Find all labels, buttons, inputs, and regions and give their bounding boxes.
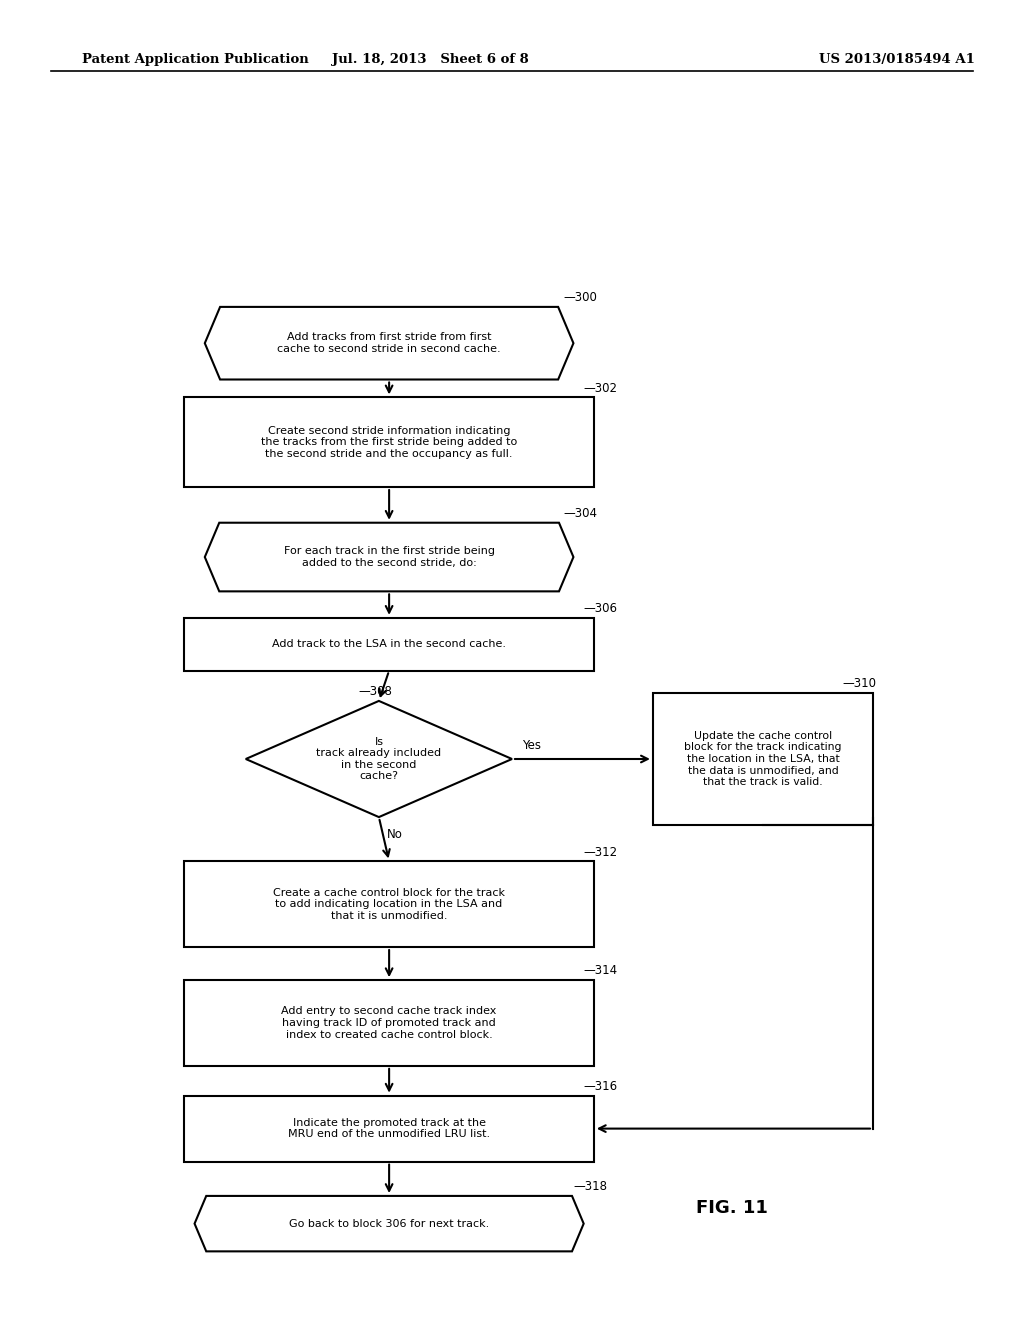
Text: FIG. 11: FIG. 11 xyxy=(696,1199,768,1217)
Text: —308: —308 xyxy=(358,685,392,698)
Text: Patent Application Publication: Patent Application Publication xyxy=(82,53,308,66)
Text: Create a cache control block for the track
to add indicating location in the LSA: Create a cache control block for the tra… xyxy=(273,887,505,921)
FancyBboxPatch shape xyxy=(184,618,594,671)
Text: —302: —302 xyxy=(584,381,617,395)
Text: No: No xyxy=(387,828,403,841)
Text: —306: —306 xyxy=(584,602,617,615)
Text: Is
track already included
in the second
cache?: Is track already included in the second … xyxy=(316,737,441,781)
FancyBboxPatch shape xyxy=(184,1096,594,1162)
Polygon shape xyxy=(195,1196,584,1251)
Text: —318: —318 xyxy=(573,1180,607,1193)
Text: For each track in the first stride being
added to the second stride, do:: For each track in the first stride being… xyxy=(284,546,495,568)
Text: —316: —316 xyxy=(584,1080,617,1093)
Text: —300: —300 xyxy=(563,292,597,305)
Text: Add entry to second cache track index
having track ID of promoted track and
inde: Add entry to second cache track index ha… xyxy=(282,1006,497,1040)
FancyBboxPatch shape xyxy=(184,397,594,487)
FancyBboxPatch shape xyxy=(184,862,594,948)
Text: —312: —312 xyxy=(584,846,617,858)
Text: —314: —314 xyxy=(584,965,617,977)
Polygon shape xyxy=(246,701,512,817)
Text: Indicate the promoted track at the
MRU end of the unmodified LRU list.: Indicate the promoted track at the MRU e… xyxy=(288,1118,490,1139)
Text: Add track to the LSA in the second cache.: Add track to the LSA in the second cache… xyxy=(272,639,506,649)
Text: —310: —310 xyxy=(842,677,877,690)
Text: Update the cache control
block for the track indicating
the location in the LSA,: Update the cache control block for the t… xyxy=(684,731,842,787)
Text: US 2013/0185494 A1: US 2013/0185494 A1 xyxy=(819,53,975,66)
Polygon shape xyxy=(205,523,573,591)
Text: Yes: Yes xyxy=(522,739,542,752)
Polygon shape xyxy=(205,308,573,380)
Text: Jul. 18, 2013   Sheet 6 of 8: Jul. 18, 2013 Sheet 6 of 8 xyxy=(332,53,528,66)
FancyBboxPatch shape xyxy=(653,693,872,825)
Text: Go back to block 306 for next track.: Go back to block 306 for next track. xyxy=(289,1218,489,1229)
Text: Add tracks from first stride from first
cache to second stride in second cache.: Add tracks from first stride from first … xyxy=(278,333,501,354)
Text: Create second stride information indicating
the tracks from the first stride bei: Create second stride information indicat… xyxy=(261,425,517,459)
Text: —304: —304 xyxy=(563,507,597,520)
FancyBboxPatch shape xyxy=(184,979,594,1067)
